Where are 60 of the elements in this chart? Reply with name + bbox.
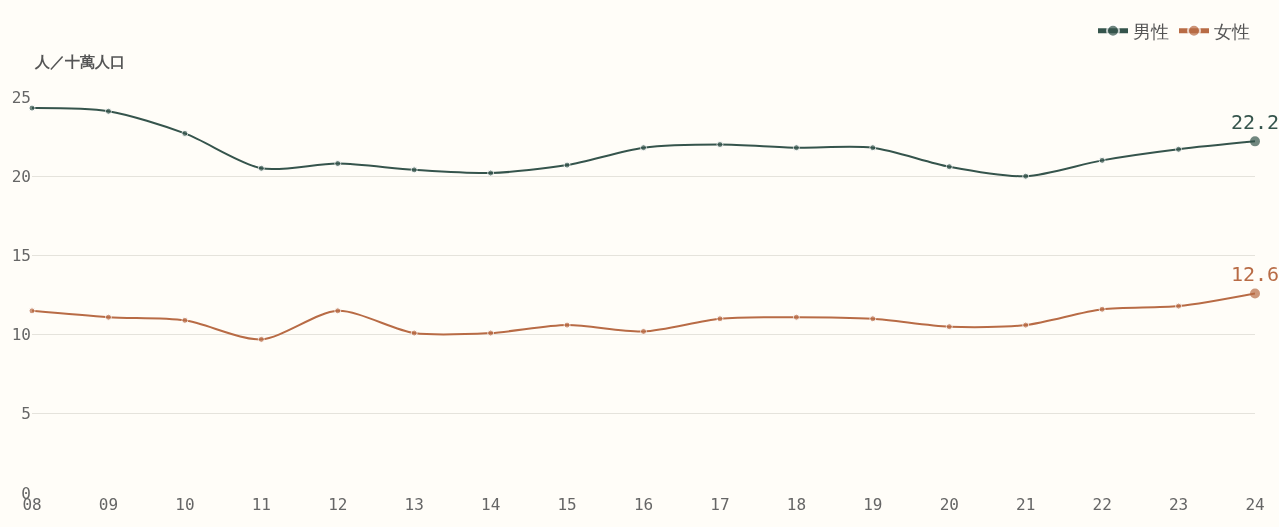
point bbox=[640, 327, 647, 335]
y-axis-title: 人／十萬人口 bbox=[34, 53, 125, 71]
point bbox=[181, 316, 189, 324]
x-tick-label: 10 bbox=[175, 495, 195, 514]
x-tick-label: 13 bbox=[404, 495, 424, 514]
point bbox=[28, 307, 36, 315]
y-tick-label: 5 bbox=[21, 404, 31, 424]
x-tick-label: 12 bbox=[328, 495, 348, 514]
legend-label: 女性 bbox=[1214, 20, 1250, 42]
point bbox=[410, 329, 418, 337]
point bbox=[716, 315, 724, 323]
point bbox=[869, 144, 877, 152]
legend-label: 男性 bbox=[1133, 20, 1169, 42]
x-tick-label: 16 bbox=[633, 495, 654, 514]
point bbox=[334, 160, 342, 168]
x-tick-label: 22 bbox=[1092, 495, 1112, 514]
data-label: 22.2 bbox=[1230, 110, 1279, 135]
point bbox=[334, 307, 342, 315]
point bbox=[792, 144, 800, 152]
point bbox=[1098, 305, 1106, 313]
y-tick-label: 10 bbox=[11, 325, 31, 345]
point bbox=[716, 141, 724, 149]
point bbox=[792, 313, 800, 321]
point bbox=[563, 161, 571, 169]
point bbox=[28, 104, 36, 112]
x-tick-label: 23 bbox=[1168, 495, 1189, 514]
point bbox=[1250, 288, 1260, 299]
point bbox=[257, 335, 265, 343]
point bbox=[1250, 136, 1260, 147]
x-tick-label: 18 bbox=[786, 495, 807, 514]
y-tick-label: 20 bbox=[11, 166, 31, 186]
x-tick-label: 21 bbox=[1016, 495, 1036, 514]
point bbox=[1175, 302, 1183, 310]
point bbox=[563, 321, 571, 329]
point bbox=[181, 129, 189, 137]
x-tick-label: 24 bbox=[1245, 495, 1265, 514]
point bbox=[945, 163, 953, 171]
point bbox=[869, 315, 877, 323]
point bbox=[945, 323, 953, 331]
x-tick-label: 09 bbox=[98, 495, 119, 514]
data-label: 12.6 bbox=[1230, 262, 1279, 287]
x-tick-label: 20 bbox=[939, 495, 959, 514]
x-tick-label: 17 bbox=[710, 495, 730, 514]
x-tick-label: 15 bbox=[557, 495, 577, 514]
point bbox=[410, 166, 418, 174]
point bbox=[640, 144, 647, 152]
point bbox=[487, 329, 495, 337]
point bbox=[1175, 145, 1183, 153]
point bbox=[104, 107, 112, 115]
point bbox=[257, 164, 265, 172]
x-tick-label: 19 bbox=[863, 495, 883, 514]
point bbox=[487, 169, 495, 177]
point bbox=[104, 313, 112, 321]
point bbox=[1022, 321, 1030, 329]
point bbox=[1022, 172, 1030, 180]
y-tick-label: 25 bbox=[11, 87, 31, 107]
y-tick-label: 15 bbox=[11, 246, 31, 265]
x-tick-label: 11 bbox=[251, 495, 271, 514]
point bbox=[1098, 156, 1106, 164]
x-tick-label: 14 bbox=[481, 495, 501, 514]
